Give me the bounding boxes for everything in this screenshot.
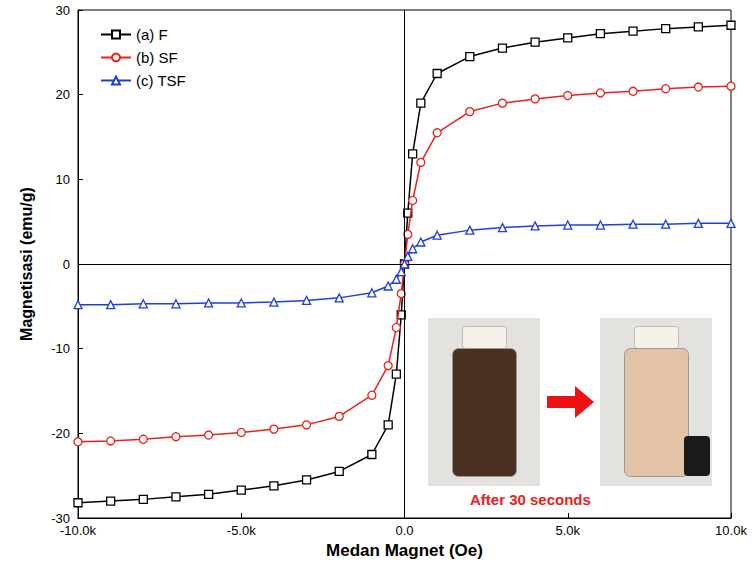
svg-text:5.0k: 5.0k: [555, 523, 580, 538]
svg-text:10: 10: [56, 172, 70, 187]
svg-text:-5.0k: -5.0k: [227, 523, 256, 538]
svg-text:30: 30: [56, 3, 70, 18]
svg-text:-30: -30: [51, 510, 70, 526]
svg-text:-20: -20: [51, 426, 70, 441]
svg-text:(b) SF: (b) SF: [136, 49, 178, 66]
svg-text:Magnetisasi (emu/g): Magnetisasi (emu/g): [18, 187, 35, 341]
svg-text:-10.0k: -10.0k: [60, 523, 97, 538]
svg-text:0: 0: [63, 257, 70, 272]
svg-text:20: 20: [56, 87, 70, 102]
svg-text:10.0k: 10.0k: [715, 523, 747, 538]
svg-text:0.0: 0.0: [395, 523, 413, 538]
svg-text:Medan Magnet (Oe): Medan Magnet (Oe): [326, 541, 483, 560]
svg-text:(c) TSF: (c) TSF: [136, 72, 186, 89]
svg-text:(a) F: (a) F: [136, 26, 168, 43]
svg-text:After 30 seconds: After 30 seconds: [470, 491, 591, 508]
svg-text:-10: -10: [51, 341, 70, 356]
